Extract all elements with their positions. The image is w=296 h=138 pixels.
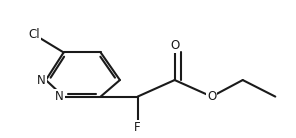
Text: F: F <box>134 121 141 134</box>
Text: N: N <box>55 90 64 103</box>
Text: O: O <box>170 39 179 52</box>
Text: O: O <box>207 90 216 103</box>
Text: N: N <box>37 74 46 87</box>
Text: Cl: Cl <box>28 28 40 41</box>
